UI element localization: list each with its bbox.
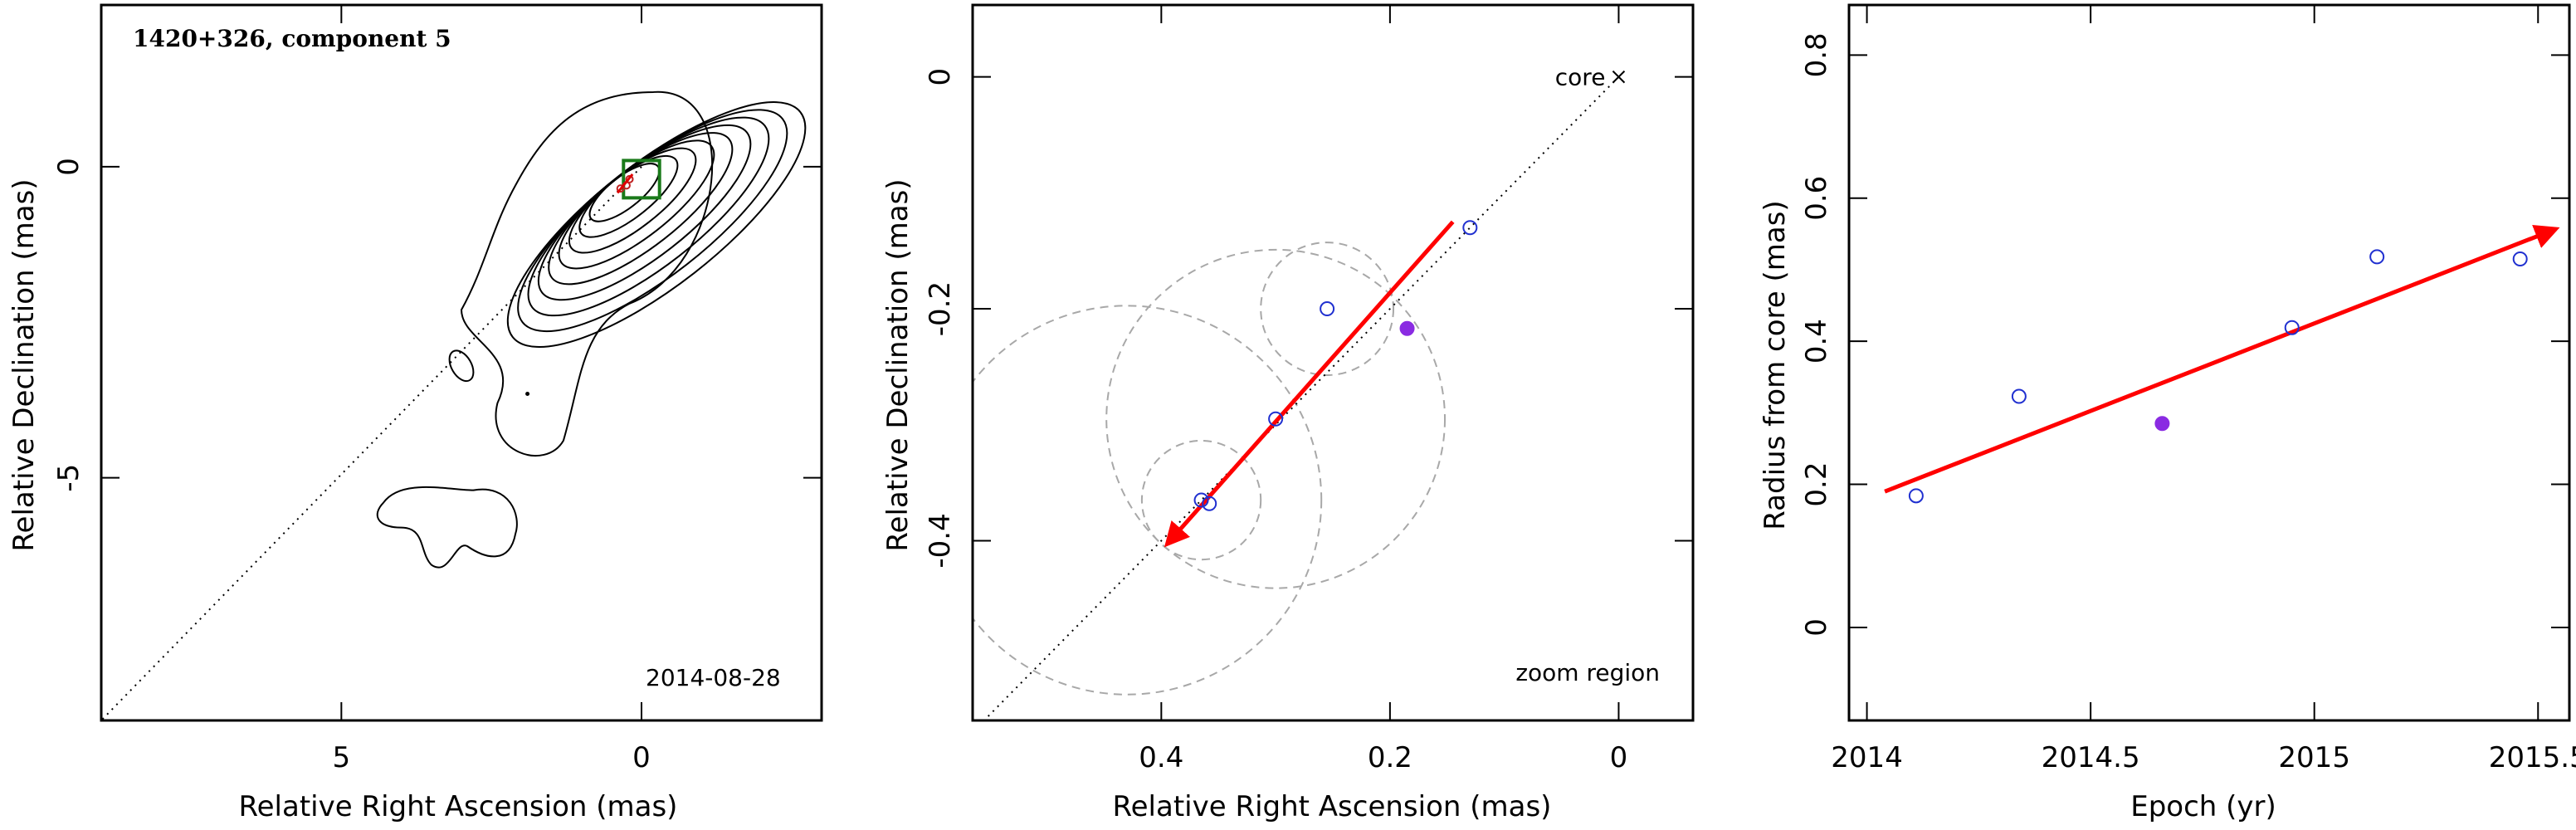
panel2-ylabel: Relative Declination (mas) <box>881 178 915 551</box>
panel3-points <box>1908 249 2528 504</box>
contour-level <box>517 109 788 333</box>
panel3-xlabel: Epoch (yr) <box>2130 790 2276 823</box>
data-point <box>2011 388 2027 404</box>
panel1-tick-labels: 5 0 0 -5 <box>52 158 651 774</box>
panel3-overlay <box>1847 3 2571 722</box>
panel3-xtick-label: 2015.5 <box>2489 741 2576 774</box>
contour-map-panel: 1420+326, component 5 2014-08-28 5 0 0 -5 R… <box>7 3 823 823</box>
panel3-ytick-label: 0.2 <box>1800 462 1833 507</box>
error-circle <box>1105 248 1447 589</box>
panel3-ytick-label: 0.6 <box>1800 176 1833 221</box>
panel1-overlay <box>100 3 823 722</box>
panel3-frame <box>1847 3 2571 722</box>
panel1-xtick-label: 5 <box>333 741 351 774</box>
panel3-ylabel: Radius from core (mas) <box>1759 200 1792 530</box>
panel1-title: 1420+326, component 5 <box>133 25 451 52</box>
panel1-ylabel: Relative Declination (mas) <box>7 178 41 551</box>
panel2-ytick-label: -0.2 <box>924 281 957 336</box>
panel1-frame <box>100 3 823 722</box>
panel2-xtick-label: 0.4 <box>1139 741 1183 774</box>
data-point <box>1193 492 1209 508</box>
panel3-ytick-label: 0 <box>1800 618 1833 637</box>
data-point <box>1320 301 1335 317</box>
motion-arrow <box>1164 220 1455 548</box>
contour-level <box>548 132 734 286</box>
contour-island <box>376 486 518 569</box>
panel3-xtick-label: 2015 <box>2278 741 2350 774</box>
panel2-xlabel: Relative Right Ascension (mas) <box>1113 790 1552 823</box>
panel3-tick-labels: 2014 2014.5 2015 2015.5 0 0.2 0.4 0.6 0.8 <box>1800 32 2576 774</box>
data-point <box>1908 488 1924 504</box>
zoom-box <box>622 159 661 200</box>
position-error-circles <box>973 76 1620 720</box>
panel1-ytick-label: 0 <box>52 158 85 176</box>
error-circle <box>1260 242 1395 376</box>
panel1-xlabel: Relative Right Ascension (mas) <box>239 790 678 823</box>
panel3-xtick-label: 2014.5 <box>2042 741 2140 774</box>
zoom-region-label: zoom region <box>1515 659 1660 686</box>
core-label: core <box>1555 64 1606 91</box>
panel1-date-annotation: 2014-08-28 <box>646 664 781 691</box>
filled-data-point <box>2154 416 2170 432</box>
panel2-frame <box>971 3 1695 722</box>
panel2-xtick-label: 0.2 <box>1368 741 1412 774</box>
panel1-xtick-label: 0 <box>632 741 651 774</box>
contour-lines <box>376 90 807 569</box>
radius-vs-epoch-panel: 2014 2014.5 2015 2015.5 0 0.2 0.4 0.6 0.8 Epoch … <box>1759 3 2576 823</box>
data-point <box>2284 320 2300 335</box>
data-point <box>1202 496 1217 511</box>
panel2-ytick-label: -0.4 <box>924 513 957 568</box>
contour-level <box>558 139 715 270</box>
contour-outer <box>460 90 714 456</box>
track-line <box>983 76 1620 720</box>
error-circle <box>973 305 1323 696</box>
data-point <box>2369 249 2385 265</box>
core-marker <box>1612 70 1626 84</box>
data-point <box>1268 411 1284 427</box>
contour-level <box>506 101 807 348</box>
contour-island <box>448 349 475 383</box>
zoom-region-panel: 0.4 0.2 0 0 -0.2 -0.4 core zoom region Relati… <box>881 3 1695 823</box>
panel3-xtick-label: 2014 <box>1831 741 1903 774</box>
component-mark <box>625 174 634 183</box>
panel2-tick-labels: 0.4 0.2 0 0 -0.2 -0.4 <box>924 68 1627 774</box>
data-point <box>1462 220 1478 236</box>
error-circle <box>1140 439 1262 561</box>
filled-data-point <box>1399 320 1415 336</box>
data-point <box>2512 251 2528 267</box>
contour-dot <box>525 391 530 396</box>
panel2-ytick-label: 0 <box>924 68 957 86</box>
panel3-ytick-label: 0.8 <box>1800 32 1833 77</box>
panel2-xtick-label: 0 <box>1610 741 1628 774</box>
component-motion-arrow <box>616 173 634 194</box>
track-line <box>100 166 642 721</box>
panel3-ytick-label: 0.4 <box>1800 319 1833 364</box>
panel2-points <box>1193 220 1478 511</box>
contour-level <box>527 116 770 317</box>
panel1-ytick-label: -5 <box>52 464 85 492</box>
fit-arrow <box>1884 224 2560 494</box>
panel2-overlay <box>971 3 1695 722</box>
